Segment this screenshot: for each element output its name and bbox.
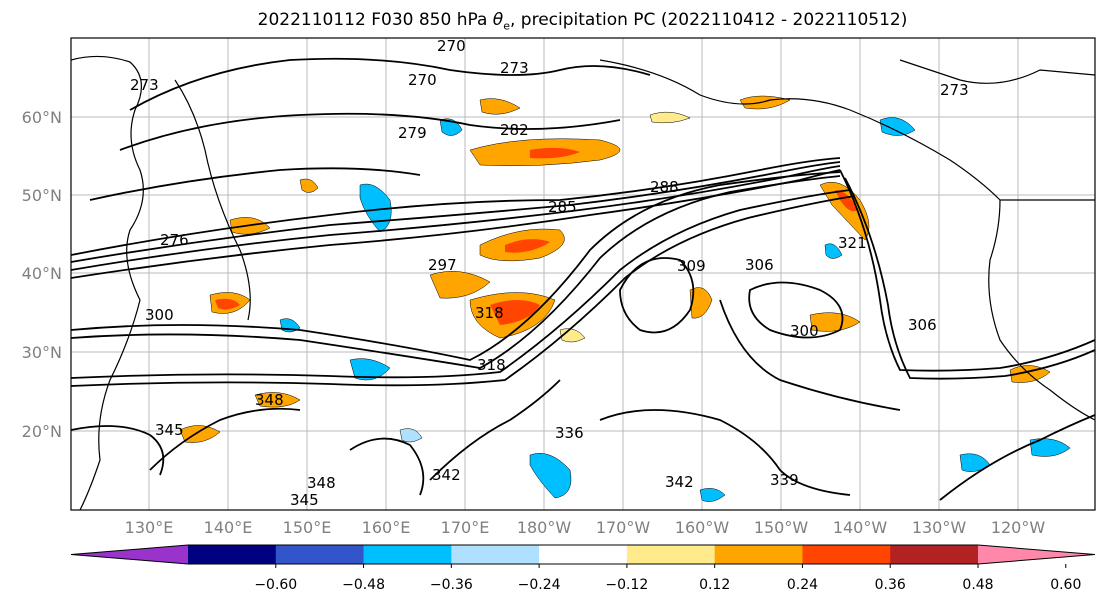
asia-coast <box>71 55 144 510</box>
contour-label: 300 <box>145 306 174 324</box>
lat-label: 20°N <box>22 422 62 441</box>
contour-label: 273 <box>500 59 529 77</box>
colorbar-tick-label: 0.24 <box>787 577 818 593</box>
contour-label: 270 <box>437 37 466 55</box>
colorbar-segment <box>188 545 277 564</box>
contour-label: 336 <box>555 424 584 442</box>
colorbar-extend-high <box>978 545 1095 564</box>
contour-label: 300 <box>790 322 819 340</box>
contour-label: 339 <box>770 471 799 489</box>
contour-label: 345 <box>155 421 184 439</box>
colorbar-segment <box>890 545 979 564</box>
lon-label: 170°W <box>596 518 651 537</box>
colorbar-extend-low <box>71 545 188 564</box>
map-frame <box>70 37 1096 511</box>
contour-label: 288 <box>650 178 679 196</box>
lat-label: 60°N <box>22 108 62 127</box>
lon-label: 160°E <box>362 518 411 537</box>
contour-label: 273 <box>940 81 969 99</box>
contour-label: 348 <box>307 474 336 492</box>
title-suffix: , precipitation PC (2022110412 - 2022110… <box>509 10 908 30</box>
lat-label: 40°N <box>22 264 62 283</box>
lon-label: 120°W <box>991 518 1046 537</box>
colorbar-segment <box>275 545 365 564</box>
lat-label: 30°N <box>22 343 62 362</box>
contour-label: 318 <box>477 356 506 374</box>
contour-label: 318 <box>475 304 504 322</box>
graticule <box>71 38 1095 510</box>
north-coast <box>899 59 1095 84</box>
title-symbol: θ <box>492 10 504 30</box>
japan-kamchatka-coast <box>174 79 251 321</box>
theta-e-contours <box>71 57 1095 501</box>
colorbar-segment <box>539 545 628 564</box>
contour-label: 297 <box>428 256 457 274</box>
colorbar-segment <box>626 545 716 564</box>
lon-label: 170°E <box>441 518 490 537</box>
coastlines <box>71 55 1095 510</box>
lon-label: 130°W <box>912 518 967 537</box>
lon-label: 150°E <box>283 518 332 537</box>
colorbar-tick-label: 0.36 <box>875 577 906 593</box>
colorbar-tick-label: −0.36 <box>430 577 473 593</box>
colorbar-segment <box>802 545 891 564</box>
latitude-labels: 60°N 50°N 40°N 30°N 20°N <box>22 108 62 441</box>
alaska-coast <box>599 59 1095 201</box>
contour-label: 282 <box>500 121 529 139</box>
colorbar-tick-label: 0.12 <box>699 577 730 593</box>
colorbar-tick-label: 0.60 <box>1050 577 1081 593</box>
contour-labels: 270 270 273 273 276 279 282 285 288 297 … <box>130 37 969 509</box>
colorbar-segment <box>714 545 803 564</box>
colorbar-segment <box>451 545 540 564</box>
lon-label: 140°E <box>204 518 253 537</box>
lat-label: 50°N <box>22 186 62 205</box>
colorbar-tick-label: −0.24 <box>518 577 561 593</box>
contour-label: 309 <box>677 257 706 275</box>
lon-label: 160°W <box>675 518 730 537</box>
contour-label: 273 <box>130 76 159 94</box>
contour-label: 348 <box>255 391 284 409</box>
contour-label: 270 <box>408 71 437 89</box>
contour-label: 345 <box>290 491 319 509</box>
lon-label: 130°E <box>125 518 174 537</box>
contour-label: 342 <box>432 466 461 484</box>
colorbar-tick-label: −0.60 <box>254 577 297 593</box>
longitude-labels: 130°E 140°E 150°E 160°E 170°E 180°W 170°… <box>125 518 1046 537</box>
lon-label: 150°W <box>754 518 809 537</box>
contour-label: 342 <box>665 473 694 491</box>
precip-positive-shading <box>179 95 1051 443</box>
title-subscript: e <box>503 19 510 33</box>
title-prefix: 2022110112 F030 850 hPa <box>257 10 493 30</box>
map-title: 2022110112 F030 850 hPa θe, precipitatio… <box>0 10 1105 32</box>
colorbar-segment <box>363 545 452 564</box>
contour-label: 321 <box>838 234 867 252</box>
map-panel: 270 270 273 273 276 279 282 285 288 297 … <box>70 37 1096 511</box>
colorbar-tick-label: −0.48 <box>342 577 385 593</box>
colorbar-tick-label: 0.48 <box>962 577 993 593</box>
contour-label: 285 <box>548 198 577 216</box>
lon-label: 140°W <box>833 518 888 537</box>
colorbar-tick-label: −0.12 <box>605 577 648 593</box>
colorbar-outline <box>70 544 1096 565</box>
north-america-west-coast <box>988 199 1095 421</box>
contour-label: 306 <box>745 256 774 274</box>
colorbar: −0.60 −0.48 −0.36 −0.24 −0.12 0.12 0.24 0.36 0.4… <box>70 544 1096 593</box>
precip-negative-shading <box>279 117 1071 502</box>
contour-label: 279 <box>398 124 427 142</box>
contour-label: 306 <box>908 316 937 334</box>
contour-label: 276 <box>160 231 189 249</box>
lon-label: 180°W <box>517 518 572 537</box>
